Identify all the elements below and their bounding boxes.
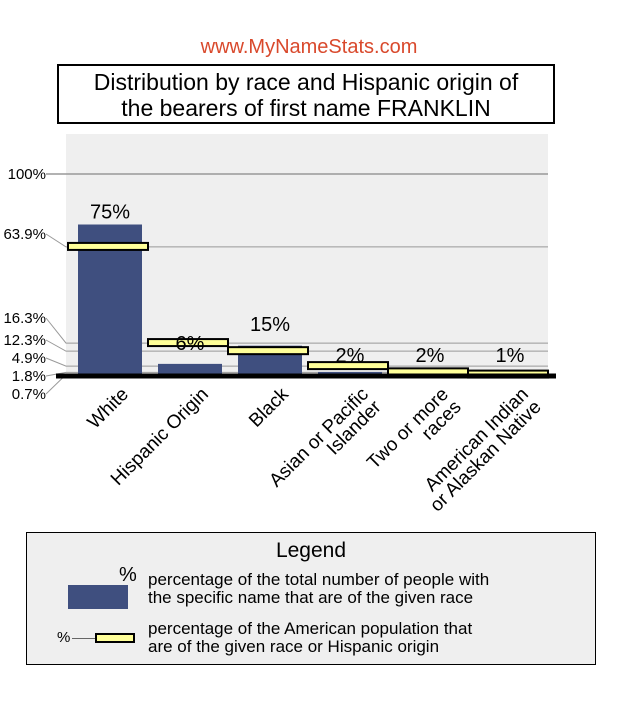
legend-bar-description: percentage of the total number of people…: [148, 571, 489, 607]
bar-value-label: 6%: [176, 333, 205, 355]
legend-marker-text-line-1: percentage of the American population th…: [148, 619, 473, 638]
population-marker-3: [307, 361, 389, 371]
legend-bar-text-line-1: percentage of the total number of people…: [148, 570, 490, 589]
population-marker-0: [67, 241, 149, 251]
y-leader-line: [45, 339, 548, 352]
y-tick-label: 100%: [8, 166, 46, 183]
y-leader-line: [45, 233, 548, 248]
legend-title: Legend: [275, 539, 347, 562]
bar-value-label: 2%: [416, 345, 445, 367]
bar-1: [158, 363, 222, 376]
bar-value-label: 75%: [90, 202, 130, 224]
y-leader-line: [45, 317, 548, 344]
legend-bar-swatch: [68, 585, 128, 609]
x-tick-label-line: Black: [245, 384, 293, 432]
legend-marker-text-line-2: are of the given race or Hispanic origin: [148, 637, 440, 656]
legend-bar-pct-symbol: %: [119, 564, 137, 586]
site-url: www.MyNameStats.com: [200, 36, 418, 58]
legend-marker-swatch: [95, 633, 135, 643]
population-marker-1: [147, 338, 229, 348]
y-tick-label: 63.9%: [3, 226, 46, 243]
bar-value-label: 1%: [496, 345, 525, 367]
legend-marker-leader-line: [72, 638, 96, 639]
population-marker-2: [227, 346, 309, 356]
legend-marker-pct-symbol: %: [57, 629, 71, 646]
y-tick-label: 4.9%: [12, 350, 46, 367]
bar-value-label: 2%: [336, 345, 365, 367]
x-tick-label: Black: [245, 384, 293, 432]
y-tick-label: 1.8%: [12, 368, 46, 385]
x-tick-label: White: [84, 384, 133, 433]
bar-value-label: 15%: [250, 314, 290, 336]
chart-title-line-1: Distribution by race and Hispanic origin…: [93, 69, 519, 95]
legend: Legend % percentage of the total number …: [26, 532, 596, 665]
chart-title: Distribution by race and Hispanic origin…: [57, 64, 555, 124]
race-distribution-chart: 100% 63.9% 16.3% 12.3%4.9%1.8%0.7% 75% White 6…: [3, 134, 556, 516]
legend-marker-description: percentage of the American population th…: [148, 620, 472, 656]
x-tick-label-line: White: [84, 384, 133, 433]
y-tick-label: 16.3%: [3, 310, 46, 327]
legend-bar-text-line-2: the specific name that are of the given …: [148, 588, 474, 607]
y-tick-label: 12.3%: [3, 332, 46, 349]
chart-title-line-2: the bearers of first name FRANKLIN: [121, 95, 491, 121]
y-tick-label: 0.7%: [12, 386, 46, 403]
